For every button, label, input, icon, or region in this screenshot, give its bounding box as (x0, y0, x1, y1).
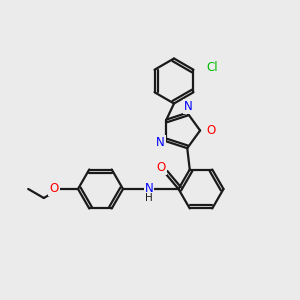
Text: H: H (145, 193, 153, 203)
Text: N: N (184, 100, 193, 113)
Text: O: O (50, 182, 58, 196)
Text: O: O (157, 161, 166, 174)
Text: O: O (207, 124, 216, 137)
Text: N: N (156, 136, 165, 149)
Text: Cl: Cl (206, 61, 218, 74)
Text: N: N (145, 182, 154, 196)
